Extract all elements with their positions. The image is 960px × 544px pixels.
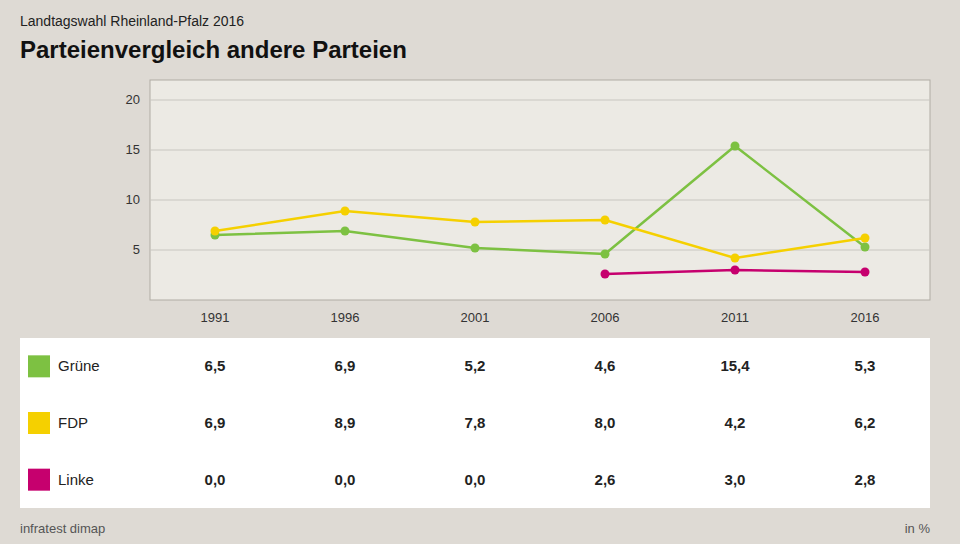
x-tick-label: 1991: [201, 310, 230, 325]
legend-swatch: [28, 355, 50, 377]
plot-data: [211, 142, 870, 279]
value-table: Grüne 6,5 6,9 5,2 4,6 15,4 5,3 FDP 6,9 8,9 7,8 8,0 4…: [20, 338, 930, 508]
table-value: 8,0: [595, 414, 616, 431]
grid-line: [150, 150, 930, 151]
x-tick-label: 2006: [591, 310, 620, 325]
table-background: [20, 338, 930, 508]
point: [601, 250, 610, 259]
table-value: 0,0: [465, 471, 486, 488]
y-tick-label: 20: [126, 92, 140, 107]
legend-label: Grüne: [58, 357, 100, 374]
x-tick-label: 2011: [721, 310, 749, 325]
point: [471, 244, 480, 253]
table-value: 6,9: [335, 357, 356, 374]
point: [861, 268, 870, 277]
point: [861, 234, 870, 243]
point: [471, 218, 480, 227]
point: [861, 243, 870, 252]
point: [731, 254, 740, 263]
table-value: 6,9: [205, 414, 226, 431]
y-tick-label: 15: [126, 142, 140, 157]
table-value: 8,9: [335, 414, 356, 431]
unit: in %: [905, 521, 931, 536]
chart: Landtagswahl Rheinland-Pfalz 2016 Parteie…: [0, 0, 960, 544]
legend-swatch: [28, 412, 50, 434]
title: Parteienvergleich andere Parteien: [20, 36, 407, 63]
point: [601, 216, 610, 225]
point: [341, 227, 350, 236]
table-value: 0,0: [335, 471, 356, 488]
table-value: 2,8: [855, 471, 876, 488]
x-tick-label: 2016: [851, 310, 880, 325]
table-value: 15,4: [720, 357, 750, 374]
legend-label: FDP: [58, 414, 88, 431]
point: [731, 142, 740, 151]
point: [601, 270, 610, 279]
grid-line: [150, 100, 930, 101]
y-axis: 5 10 15 20: [126, 92, 930, 257]
table-value: 4,2: [725, 414, 746, 431]
y-tick-label: 5: [133, 242, 140, 257]
table-value: 3,0: [725, 471, 746, 488]
table-value: 2,6: [595, 471, 616, 488]
plot-frame: [150, 80, 930, 300]
table-value: 6,2: [855, 414, 876, 431]
x-axis: 1991 1996 2001 2006 2011 2016: [201, 310, 880, 325]
table-value: 5,2: [465, 357, 486, 374]
table-value: 0,0: [205, 471, 226, 488]
grid-line: [150, 200, 930, 201]
source: infratest dimap: [20, 521, 105, 536]
table-value: 5,3: [855, 357, 876, 374]
y-tick-label: 10: [126, 192, 140, 207]
point: [731, 266, 740, 275]
point: [211, 227, 220, 236]
x-tick-label: 2001: [461, 310, 490, 325]
table-value: 4,6: [595, 357, 616, 374]
subtitle: Landtagswahl Rheinland-Pfalz 2016: [20, 13, 244, 29]
legend-label: Linke: [58, 471, 94, 488]
series-line: [215, 146, 865, 254]
series-line: [215, 211, 865, 258]
legend-swatch: [28, 469, 50, 491]
background: [0, 0, 960, 544]
x-tick-label: 1996: [331, 310, 360, 325]
table-value: 7,8: [465, 414, 486, 431]
point: [341, 207, 350, 216]
table-value: 6,5: [205, 357, 226, 374]
